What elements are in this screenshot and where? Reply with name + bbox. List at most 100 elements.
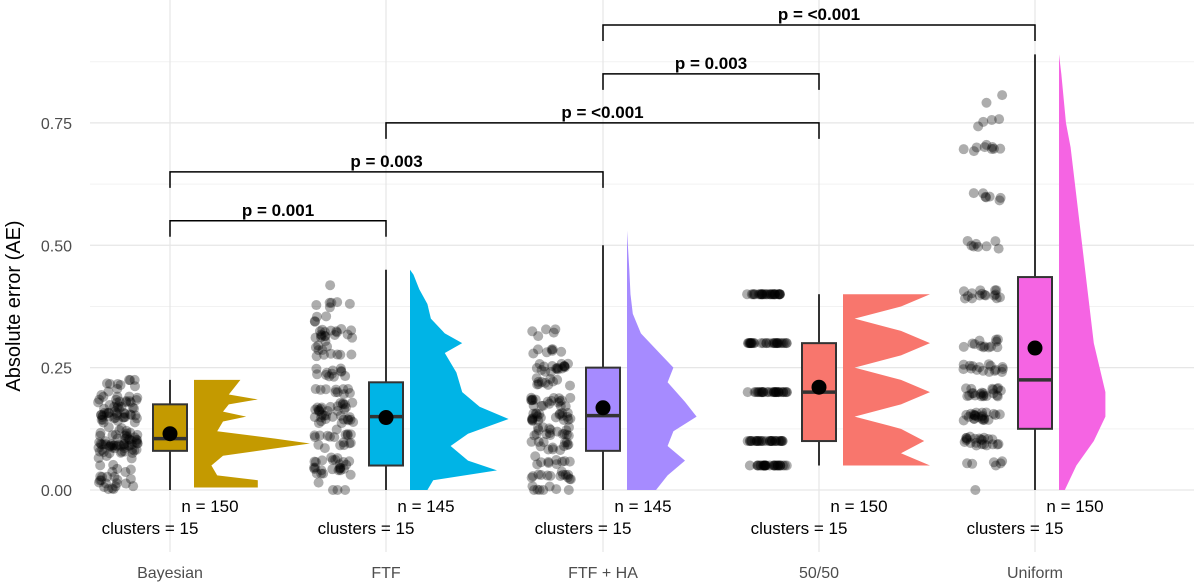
data-point: [532, 411, 543, 422]
data-point: [327, 365, 338, 376]
x-tick-label: Bayesian: [137, 565, 203, 582]
data-point: [103, 422, 114, 433]
data-point: [565, 413, 576, 424]
data-point: [781, 338, 792, 349]
data-point: [992, 439, 1003, 450]
data-point: [756, 460, 767, 471]
data-point: [752, 460, 763, 471]
data-point: [543, 457, 554, 468]
data-point: [759, 460, 770, 471]
data-point: [971, 238, 982, 249]
data-point: [104, 407, 115, 418]
data-point: [753, 387, 764, 398]
data-point: [986, 144, 997, 155]
data-point: [988, 388, 999, 399]
data-point: [114, 403, 125, 414]
data-point: [111, 397, 122, 408]
data-point: [345, 429, 356, 440]
data-point: [778, 387, 789, 398]
data-point: [316, 468, 327, 479]
data-point: [325, 325, 336, 336]
data-point: [127, 448, 138, 459]
data-point: [342, 414, 353, 425]
data-point: [317, 344, 328, 355]
data-point: [742, 387, 753, 398]
data-point: [315, 384, 326, 395]
data-point: [93, 442, 104, 453]
y-tick-labels: 0.00 0.25 0.50 0.75: [41, 116, 72, 500]
data-point: [771, 460, 782, 471]
data-point: [311, 363, 322, 374]
data-point: [751, 436, 762, 447]
data-point: [540, 377, 551, 388]
data-point: [974, 335, 985, 346]
data-point: [533, 331, 544, 342]
data-point: [342, 329, 353, 340]
data-point: [562, 411, 573, 422]
data-point: [112, 415, 123, 426]
data-point: [112, 378, 123, 389]
data-point: [766, 387, 777, 398]
data-point: [745, 338, 756, 349]
data-point: [327, 411, 338, 422]
data-point: [527, 326, 538, 337]
data-point: [980, 290, 991, 301]
data-point: [760, 460, 771, 471]
data-point: [321, 311, 332, 322]
data-point: [544, 428, 555, 439]
data-point: [757, 387, 768, 398]
data-point: [533, 344, 544, 355]
data-point: [96, 409, 107, 420]
data-point: [104, 448, 115, 459]
data-point: [343, 415, 354, 426]
data-point: [775, 460, 786, 471]
data-point: [763, 387, 774, 398]
data-point: [977, 288, 988, 299]
data-point: [992, 383, 1003, 394]
data-point: [526, 436, 537, 447]
data-point: [563, 430, 574, 441]
data-point: [973, 121, 984, 132]
data-point: [984, 366, 995, 377]
data-point: [991, 336, 1002, 347]
data-point: [975, 341, 986, 352]
data-point: [962, 391, 973, 402]
data-point: [773, 460, 784, 471]
data-point: [758, 436, 769, 447]
data-point: [544, 481, 555, 492]
data-point: [973, 241, 984, 252]
data-point: [559, 441, 570, 452]
data-point: [765, 289, 776, 300]
data-point: [761, 460, 772, 471]
data-point: [340, 371, 351, 382]
data-point: [339, 399, 350, 410]
data-point: [316, 465, 327, 476]
data-point: [742, 338, 753, 349]
data-point: [124, 396, 135, 407]
data-point: [330, 387, 341, 398]
data-point: [340, 402, 351, 413]
data-point: [112, 383, 123, 394]
data-point: [981, 139, 992, 150]
data-point: [335, 465, 346, 476]
data-point: [994, 409, 1005, 420]
data-point: [958, 364, 969, 375]
data-point: [754, 387, 765, 398]
data-point: [97, 412, 108, 423]
data-point: [326, 452, 337, 463]
data-point: [327, 368, 338, 379]
data-point: [527, 481, 538, 492]
data-point: [995, 385, 1006, 396]
data-point: [345, 469, 356, 480]
data-point: [771, 387, 782, 398]
data-point: [536, 469, 547, 480]
data-point: [984, 191, 995, 202]
data-point: [112, 410, 123, 421]
data-point: [556, 466, 567, 477]
boxplots: [152, 54, 1053, 490]
data-point: [958, 144, 969, 155]
data-point: [335, 363, 346, 374]
data-point: [105, 378, 116, 389]
data-point: [976, 434, 987, 445]
data-point: [97, 444, 108, 455]
